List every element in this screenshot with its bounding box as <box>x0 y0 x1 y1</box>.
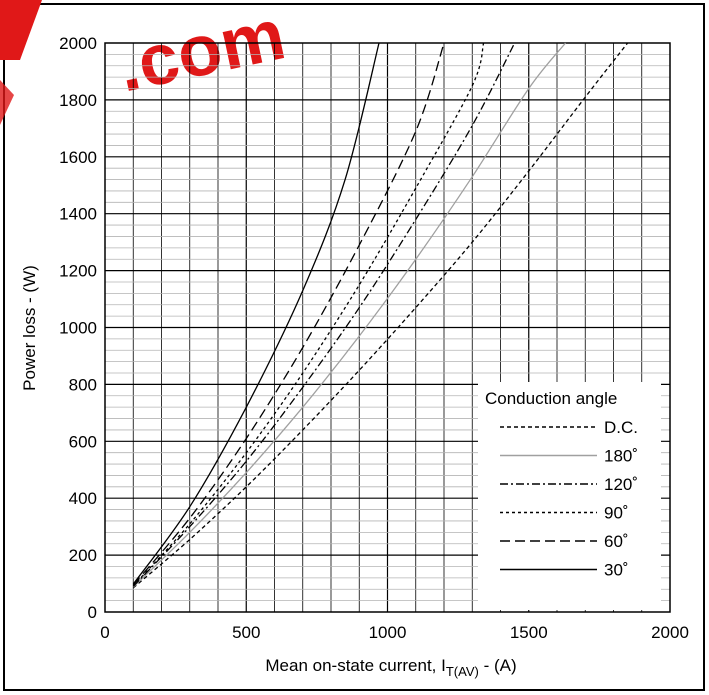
watermark: .com <box>111 0 292 108</box>
y-tick-label: 1800 <box>59 91 97 110</box>
legend-label: 60˚ <box>604 532 629 551</box>
x-tick-label: 2000 <box>651 623 689 642</box>
y-tick-label: 0 <box>88 603 97 622</box>
series-line <box>132 42 629 589</box>
legend: Conduction angle D.C. 180˚ 120˚ 90˚ 60˚ 30˚ <box>478 382 661 610</box>
y-axis-label: Power loss - (W) <box>20 265 39 391</box>
x-tick-label: 0 <box>100 623 109 642</box>
legend-box <box>478 382 661 610</box>
figure-border <box>3 3 705 691</box>
series-line <box>132 42 516 587</box>
watermark-fragment-shape <box>0 80 14 125</box>
x-tick-label: 1000 <box>369 623 407 642</box>
y-tick-label: 600 <box>69 432 97 451</box>
series-layer <box>132 42 629 589</box>
x-axis-label: Mean on-state current, IT(AV) - (A) <box>265 656 516 679</box>
y-tick-label: 200 <box>69 546 97 565</box>
x-tick-labels: 0 500 1000 1500 2000 <box>100 623 689 642</box>
y-tick-label: 1000 <box>59 319 97 338</box>
legend-label: D.C. <box>604 418 638 437</box>
series-line <box>132 42 567 588</box>
x-tick-label: 500 <box>232 623 260 642</box>
watermark-text: .com <box>111 0 292 108</box>
y-tick-label: 1600 <box>59 148 97 167</box>
legend-label: 90˚ <box>604 504 629 523</box>
watermark-fragment-shape <box>0 0 42 60</box>
legend-label: 30˚ <box>604 561 629 580</box>
y-tick-label: 1200 <box>59 262 97 281</box>
y-tick-label: 1400 <box>59 205 97 224</box>
x-tick-label: 1500 <box>510 623 548 642</box>
series-line <box>132 42 485 587</box>
y-tick-labels: 0 200 400 600 800 1000 1200 1400 1600 1800 2000 <box>59 34 97 622</box>
y-tick-label: 2000 <box>59 34 97 53</box>
legend-label: 120˚ <box>604 475 638 494</box>
y-tick-label: 800 <box>69 375 97 394</box>
series-line <box>132 42 380 585</box>
series-line <box>132 42 445 586</box>
legend-label: 180˚ <box>604 447 638 466</box>
plot-border <box>104 42 671 613</box>
legend-title: Conduction angle <box>485 389 617 408</box>
y-tick-label: 400 <box>69 489 97 508</box>
